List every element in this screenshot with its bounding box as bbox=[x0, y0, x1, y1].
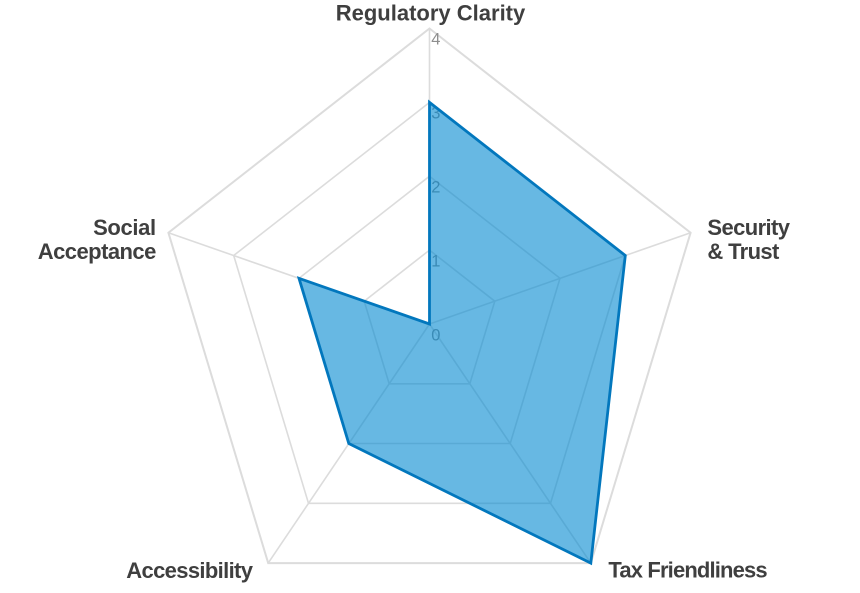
svg-text:& Trust: & Trust bbox=[707, 239, 780, 264]
svg-text:Acceptance: Acceptance bbox=[38, 239, 156, 264]
svg-text:Regulatory Clarity: Regulatory Clarity bbox=[336, 1, 526, 26]
svg-text:Tax Friendliness: Tax Friendliness bbox=[608, 558, 767, 583]
svg-text:Accessibility: Accessibility bbox=[126, 558, 253, 583]
svg-text:Social: Social bbox=[93, 215, 156, 240]
svg-text:4: 4 bbox=[431, 31, 440, 49]
svg-text:Security: Security bbox=[707, 215, 790, 240]
